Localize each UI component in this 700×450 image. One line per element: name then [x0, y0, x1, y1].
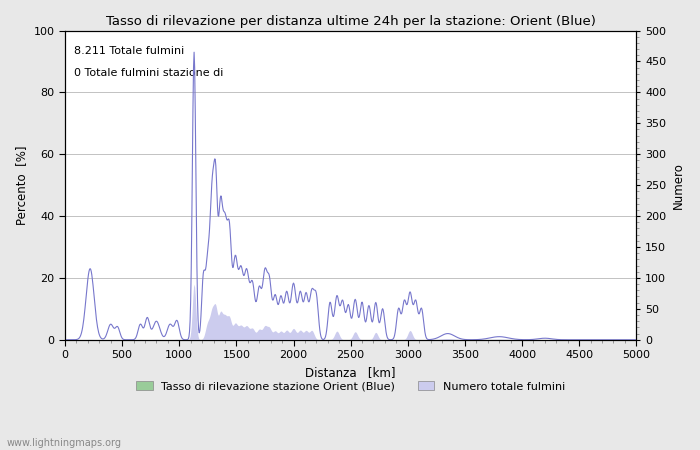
- Y-axis label: Percento  [%]: Percento [%]: [15, 145, 28, 225]
- Legend: Tasso di rilevazione stazione Orient (Blue), Numero totale fulmini: Tasso di rilevazione stazione Orient (Bl…: [132, 377, 570, 396]
- Title: Tasso di rilevazione per distanza ultime 24h per la stazione: Orient (Blue): Tasso di rilevazione per distanza ultime…: [106, 15, 596, 28]
- Text: www.lightningmaps.org: www.lightningmaps.org: [7, 438, 122, 448]
- Text: 0 Totale fulmini stazione di: 0 Totale fulmini stazione di: [74, 68, 223, 78]
- Y-axis label: Numero: Numero: [672, 162, 685, 209]
- X-axis label: Distanza   [km]: Distanza [km]: [305, 366, 396, 379]
- Text: 8.211 Totale fulmini: 8.211 Totale fulmini: [74, 46, 184, 56]
